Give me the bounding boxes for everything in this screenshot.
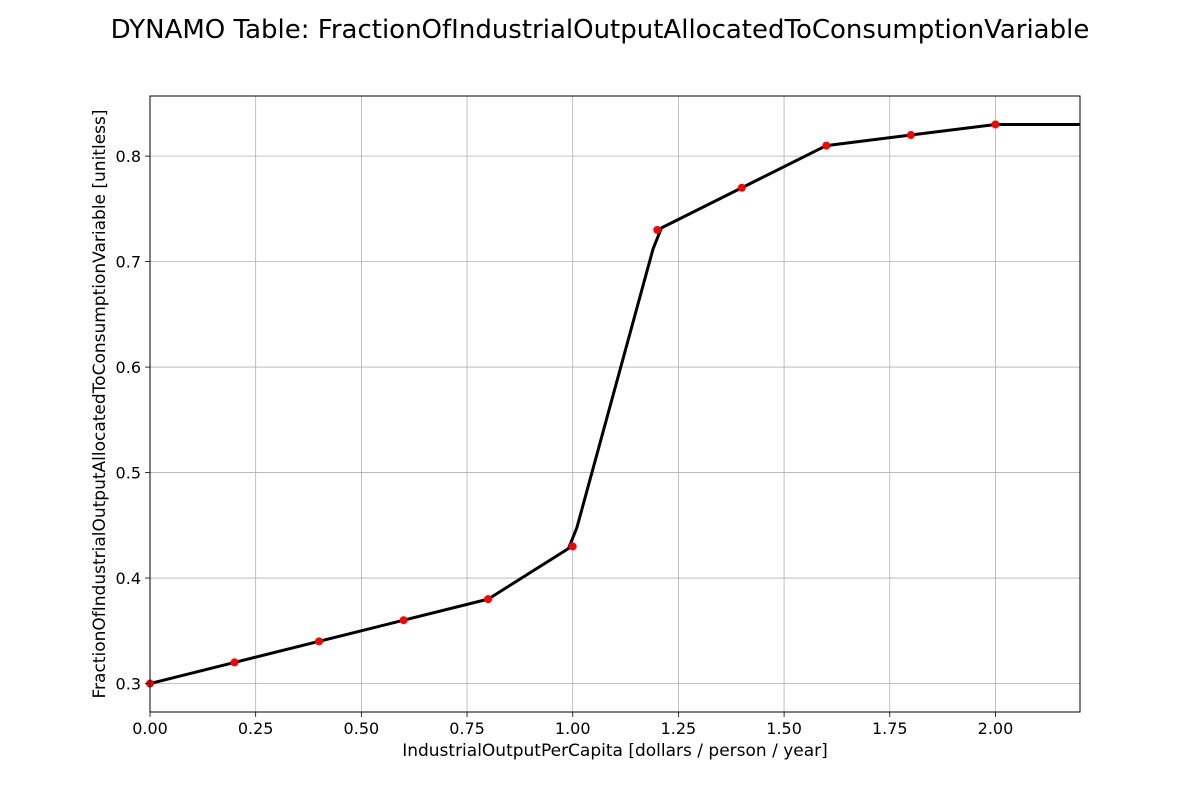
x-axis-label: IndustrialOutputPerCapita [dollars / per… [402, 741, 828, 761]
y-tick-label: 0.5 [116, 464, 141, 483]
y-tick-label: 0.8 [116, 147, 141, 166]
data-point [737, 183, 746, 192]
data-point [906, 131, 915, 140]
series-line [149, 122, 1080, 685]
x-tick-label: 1.75 [872, 719, 908, 738]
y-tick-label: 0.6 [116, 358, 141, 377]
data-point [399, 616, 408, 625]
plot-frame [149, 95, 1081, 713]
x-tick-label: 0.50 [344, 719, 380, 738]
x-tick-label: 1.50 [766, 719, 802, 738]
data-point [568, 542, 577, 551]
x-tick-label: 2.00 [978, 719, 1014, 738]
x-tick-label: 0.00 [132, 719, 168, 738]
x-tick-label: 1.25 [661, 719, 697, 738]
data-point [991, 120, 1000, 129]
y-tick-label: 0.7 [116, 253, 141, 272]
y-tick-label: 0.3 [116, 675, 141, 694]
data-point [230, 658, 239, 667]
y-axis: 0.3 0.4 0.5 0.6 0.7 0.8 [116, 147, 150, 694]
data-point [822, 141, 831, 150]
data-point [484, 595, 493, 604]
y-tick-label: 0.4 [116, 569, 141, 588]
x-tick-label: 0.75 [449, 719, 485, 738]
series-layer [146, 120, 1080, 688]
data-point [315, 637, 324, 646]
grid [149, 96, 1080, 712]
data-point [653, 225, 662, 234]
chart-title: DYNAMO Table: FractionOfIndustrialOutput… [111, 15, 1090, 45]
x-tick-label: 0.25 [238, 719, 274, 738]
x-tick-label: 1.00 [555, 719, 591, 738]
x-axis: 0.00 0.25 0.50 0.75 1.00 1.25 1.50 1.75 2.00 [132, 712, 1013, 738]
y-axis-label: FractionOfIndustrialOutputAllocatedToCon… [90, 110, 110, 699]
